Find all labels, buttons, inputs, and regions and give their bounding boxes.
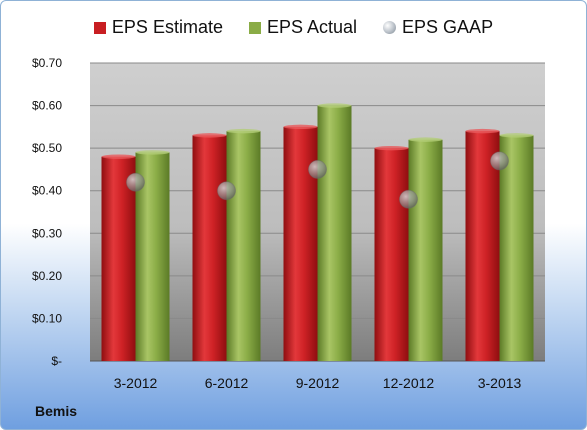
legend: EPS Estimate EPS Actual EPS GAAP [1, 17, 586, 38]
bar-eps-estimate [192, 135, 227, 361]
bar-eps-actual-cap [499, 133, 534, 138]
bar-eps-actual-cap [317, 103, 352, 108]
marker-eps-gaap [126, 172, 145, 192]
y-tick-label: $- [51, 354, 62, 368]
x-tick-label: 3-2013 [478, 375, 522, 391]
bar-eps-actual-cap [408, 137, 443, 142]
bar-eps-estimate-cap [192, 133, 227, 138]
legend-label-eps-gaap: EPS GAAP [402, 17, 494, 37]
legend-label-eps-actual: EPS Actual [266, 17, 358, 37]
bar-eps-actual [408, 139, 443, 361]
legend-item-eps-estimate: EPS Estimate [93, 17, 223, 38]
bar-eps-actual [226, 131, 261, 361]
legend-marker-eps-gaap [383, 21, 397, 34]
x-tick-label: 6-2012 [205, 375, 249, 391]
bar-eps-estimate-cap [374, 145, 409, 151]
y-tick-label: $0.30 [32, 226, 62, 240]
y-tick-label: $0.40 [32, 184, 62, 198]
legend-item-eps-gaap: EPS GAAP [383, 17, 493, 38]
marker-eps-gaap [399, 189, 418, 209]
marker-eps-gaap [490, 151, 509, 171]
y-tick-label: $0.20 [32, 269, 62, 283]
bar-eps-estimate-cap [283, 124, 318, 130]
bar-eps-actual [499, 135, 534, 361]
x-tick-label: 9-2012 [296, 375, 340, 391]
bar-eps-actual-cap [135, 150, 170, 155]
x-tick-label: 12-2012 [383, 375, 435, 391]
marker-eps-gaap [217, 181, 236, 201]
bar-eps-actual-cap [226, 128, 261, 134]
bar-eps-estimate [374, 148, 409, 361]
bar-eps-actual [317, 105, 352, 361]
bar-eps-estimate-cap [465, 128, 500, 134]
bar-eps-estimate-cap [101, 154, 136, 159]
marker-eps-gaap [308, 159, 327, 179]
y-tick-label: $0.10 [32, 311, 62, 325]
company-name: Bemis [35, 403, 78, 419]
bar-eps-estimate [465, 131, 500, 361]
bar-eps-estimate [101, 156, 136, 361]
legend-item-eps-actual: EPS Actual [248, 17, 358, 38]
y-tick-label: $0.50 [32, 141, 62, 155]
legend-swatch-eps-estimate [93, 21, 106, 34]
legend-label-eps-estimate: EPS Estimate [111, 17, 223, 37]
x-tick-label: 3-2012 [114, 375, 158, 391]
legend-swatch-eps-actual [248, 21, 261, 34]
y-tick-label: $0.60 [32, 99, 62, 113]
y-tick-label: $0.70 [32, 56, 62, 70]
